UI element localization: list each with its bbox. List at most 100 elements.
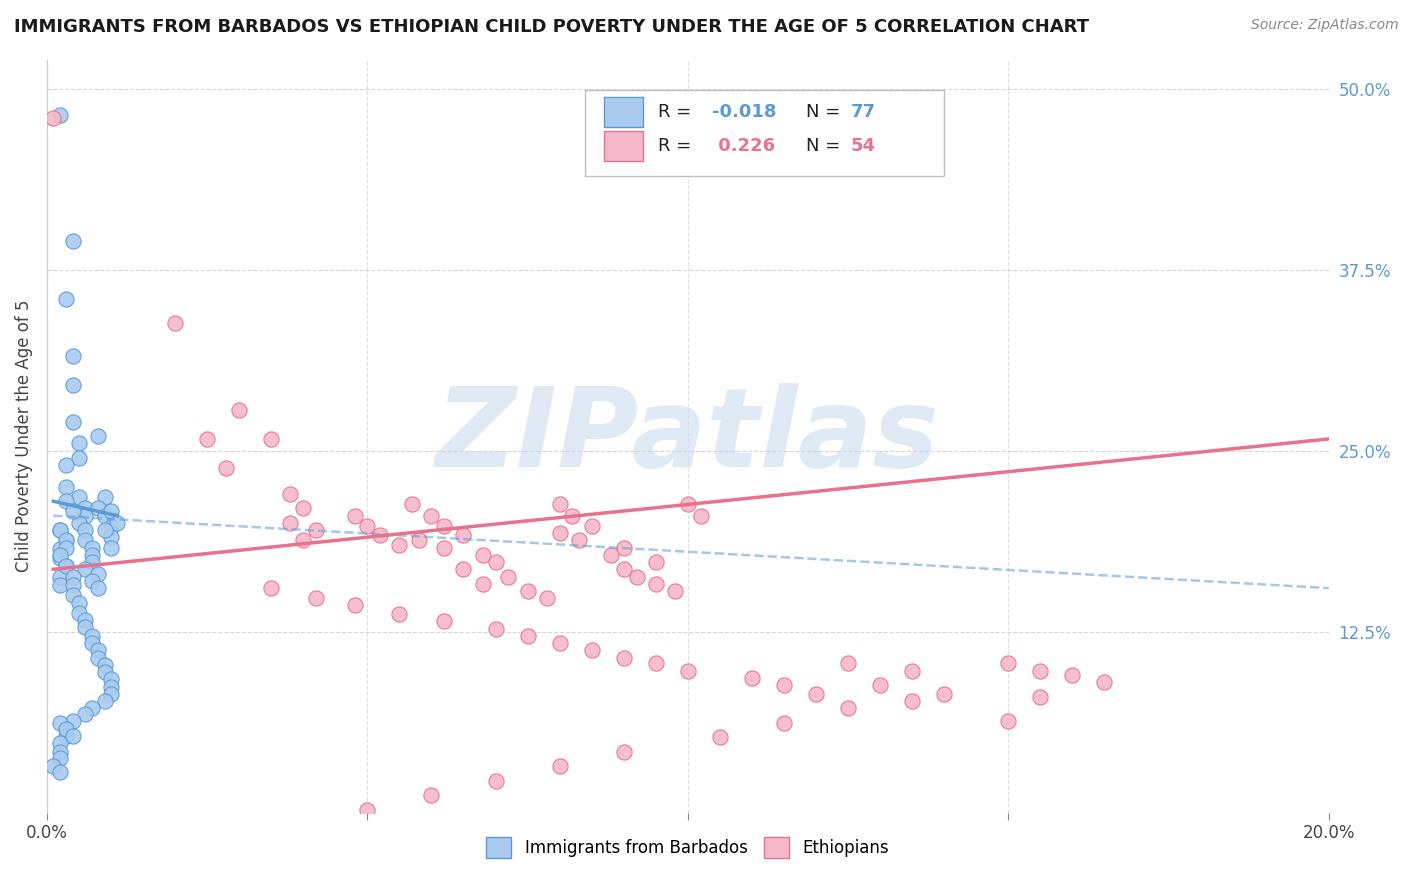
Point	[613, 562, 636, 576]
Point	[48, 569, 70, 583]
Point	[420, 508, 443, 523]
Point	[433, 519, 456, 533]
Point	[80, 555, 103, 569]
Point	[516, 584, 538, 599]
Point	[613, 745, 636, 759]
Point	[664, 584, 686, 599]
Point	[100, 687, 122, 701]
Point	[644, 555, 666, 569]
Point	[292, 533, 315, 548]
Text: N =: N =	[806, 137, 845, 155]
Point	[401, 497, 423, 511]
Point	[1029, 690, 1052, 704]
Point	[62, 729, 84, 743]
Point	[100, 673, 122, 687]
Point	[420, 788, 443, 802]
Point	[568, 533, 591, 548]
Point	[869, 678, 891, 692]
Point	[62, 378, 84, 392]
Point	[305, 591, 328, 606]
Point	[48, 764, 70, 779]
Point	[195, 432, 218, 446]
Point	[93, 490, 115, 504]
Point	[87, 643, 110, 657]
Point	[80, 548, 103, 562]
Point	[709, 731, 731, 745]
FancyBboxPatch shape	[605, 131, 643, 161]
Point	[433, 615, 456, 629]
Point	[626, 569, 648, 583]
Point	[516, 629, 538, 643]
Point	[100, 504, 122, 518]
Point	[75, 533, 97, 548]
Point	[93, 523, 115, 537]
Point	[62, 415, 84, 429]
Point	[80, 541, 103, 555]
Point	[62, 350, 84, 364]
Point	[408, 533, 430, 548]
Point	[62, 504, 84, 518]
Point	[1062, 668, 1084, 682]
Point	[773, 715, 796, 730]
Point	[80, 574, 103, 588]
Point	[42, 759, 65, 773]
Point	[471, 548, 494, 562]
Point	[80, 636, 103, 650]
Point	[93, 694, 115, 708]
Point	[48, 750, 70, 764]
Point	[105, 516, 128, 530]
Point	[484, 555, 506, 569]
Point	[62, 234, 84, 248]
Point	[55, 480, 77, 494]
Point	[901, 664, 924, 678]
Point	[80, 629, 103, 643]
Point	[613, 541, 636, 555]
Point	[67, 450, 90, 465]
Point	[67, 436, 90, 450]
Point	[48, 550, 70, 565]
Point	[87, 429, 110, 443]
Y-axis label: Child Poverty Under the Age of 5: Child Poverty Under the Age of 5	[15, 300, 32, 573]
Point	[62, 714, 84, 729]
Point	[837, 701, 859, 715]
Point	[75, 501, 97, 516]
Point	[599, 548, 621, 562]
Point	[55, 559, 77, 574]
Point	[932, 687, 955, 701]
Point	[55, 494, 77, 508]
Point	[1029, 664, 1052, 678]
Point	[62, 569, 84, 583]
Point	[676, 497, 699, 511]
Point	[93, 665, 115, 679]
Point	[644, 576, 666, 591]
Point	[548, 526, 571, 541]
Point	[453, 562, 475, 576]
Point	[55, 729, 77, 743]
Point	[93, 508, 115, 523]
Point	[67, 490, 90, 504]
Point	[901, 694, 924, 708]
Point	[55, 533, 77, 548]
Point	[433, 541, 456, 555]
Point	[75, 508, 97, 523]
Text: 54: 54	[851, 137, 876, 155]
Point	[48, 541, 70, 556]
Point	[75, 620, 97, 634]
Point	[62, 578, 84, 592]
Text: ZIPatlas: ZIPatlas	[436, 383, 939, 490]
Text: N =: N =	[806, 103, 845, 121]
Point	[87, 501, 110, 516]
Point	[87, 566, 110, 581]
Point	[42, 111, 65, 125]
Point	[55, 722, 77, 736]
Point	[87, 650, 110, 665]
Text: -0.018: -0.018	[711, 103, 776, 121]
Point	[280, 487, 302, 501]
Point	[773, 678, 796, 692]
Point	[260, 581, 283, 595]
Point	[536, 591, 558, 606]
Point	[75, 613, 97, 627]
Point	[100, 531, 122, 545]
Point	[67, 606, 90, 620]
Point	[75, 707, 97, 722]
